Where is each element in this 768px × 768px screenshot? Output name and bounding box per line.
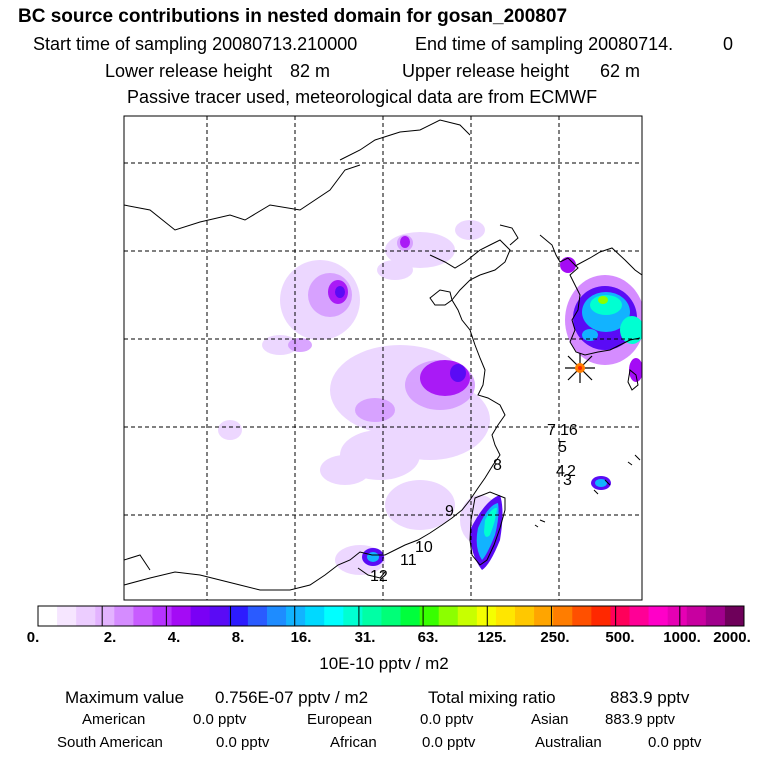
traj-label-16: 16 <box>560 422 578 439</box>
colorbar-swatch <box>400 606 421 626</box>
cb-tick-31: 31. <box>354 629 376 646</box>
traj-label-4: 4 <box>556 463 565 480</box>
colorbar-swatch <box>381 606 402 626</box>
colorbar-swatch <box>362 606 382 626</box>
european-value: 0.0 pptv <box>420 711 474 728</box>
start-time-label: Start time of sampling 20080713.210000 <box>33 34 358 54</box>
cb-tick-63: 63. <box>417 629 439 646</box>
european-label: European <box>307 711 373 728</box>
upper-release-label: Upper release height <box>402 61 570 81</box>
colorbar-units: 10E-10 pptv / m2 <box>319 654 449 673</box>
total-mixing-label: Total mixing ratio <box>428 688 556 707</box>
cb-tick-2: 2. <box>103 629 117 646</box>
colorbar-swatch <box>343 606 363 626</box>
colorbar-swatch <box>419 606 440 626</box>
traj-label-10: 10 <box>415 539 433 556</box>
colorbar-swatch <box>591 606 611 626</box>
cb-tick-500: 500. <box>605 629 635 646</box>
colorbar-swatch <box>629 606 650 626</box>
colorbar-swatch <box>534 606 554 626</box>
colorbar-swatch <box>286 606 306 626</box>
graticule <box>124 116 642 600</box>
cb-tick-2000: 2000. <box>713 629 751 646</box>
lower-release-value: 82 m <box>290 61 331 81</box>
colorbar-swatch <box>95 606 115 626</box>
colorbar-swatch <box>476 606 497 626</box>
south-american-value: 0.0 pptv <box>216 734 270 751</box>
coastlines <box>124 119 642 591</box>
asian-label: Asian <box>531 711 569 728</box>
colorbar-swatch <box>324 606 344 626</box>
australian-value: 0.0 pptv <box>648 734 702 751</box>
max-value: 0.756E-07 pptv / m2 <box>215 688 369 707</box>
end-time-label: End time of sampling 20080714. <box>415 34 674 54</box>
cb-tick-1000: 1000. <box>663 629 701 646</box>
colorbar-swatch <box>38 606 58 626</box>
colorbar-swatch <box>686 606 707 626</box>
american-value: 0.0 pptv <box>193 711 247 728</box>
traj-label-11: 11 <box>400 552 417 569</box>
colorbar-swatch <box>76 606 96 626</box>
colorbar <box>37 605 745 627</box>
african-value: 0.0 pptv <box>422 734 476 751</box>
colorbar-swatch <box>515 606 535 626</box>
colorbar-swatch <box>171 606 192 626</box>
contribution-plumes <box>218 220 642 575</box>
colorbar-swatch <box>190 606 211 626</box>
colorbar-border <box>37 605 745 627</box>
colorbar-swatch <box>705 606 726 626</box>
cb-tick-4: 4. <box>167 629 181 646</box>
south-american-label: South American <box>57 734 163 751</box>
colorbar-swatch <box>305 606 325 626</box>
total-mixing-value: 883.9 pptv <box>610 688 690 707</box>
map-title: BC source contributions in nested domain… <box>18 6 568 27</box>
colorbar-swatch <box>572 606 592 626</box>
cb-tick-0: 0. <box>26 629 40 646</box>
traj-label-5: 5 <box>558 439 567 456</box>
traj-label-7: 7 <box>547 422 556 439</box>
colorbar-swatch <box>553 606 573 626</box>
star-icon <box>565 353 595 383</box>
colorbar-swatch <box>667 606 688 626</box>
lower-release-label: Lower release height <box>105 61 273 81</box>
colorbar-swatch <box>457 606 478 626</box>
upper-release-value: 62 m <box>600 61 641 81</box>
tracer-note: Passive tracer used, meteorological data… <box>127 87 598 107</box>
asian-value: 883.9 pptv <box>605 711 676 728</box>
australian-label: Australian <box>535 734 602 751</box>
map-frame <box>123 115 643 601</box>
colorbar-swatch <box>228 606 249 626</box>
traj-label-2: 2 <box>567 463 576 480</box>
african-label: African <box>330 734 377 751</box>
colorbar-swatch <box>266 606 287 626</box>
cb-tick-16: 16. <box>290 629 312 646</box>
max-value-label: Maximum value <box>65 688 185 707</box>
colorbar-swatch <box>610 606 631 626</box>
traj-label-12: 12 <box>370 568 388 585</box>
colorbar-swatch <box>495 606 516 626</box>
colorbar-swatch <box>724 606 745 626</box>
traj-label-3: 3 <box>563 472 572 489</box>
colorbar-swatch <box>57 606 77 626</box>
colorbar-swatch <box>648 606 669 626</box>
colorbar-swatch <box>247 606 268 626</box>
end-time-suffix: 0 <box>723 34 734 54</box>
colorbar-swatch <box>152 606 173 626</box>
colorbar-swatch <box>114 606 134 626</box>
cb-tick-250: 250. <box>540 629 570 646</box>
colorbar-swatch <box>133 606 153 626</box>
cb-tick-8: 8. <box>231 629 245 646</box>
colorbar-swatch <box>438 606 459 626</box>
traj-label-8: 8 <box>493 457 502 474</box>
cb-tick-125: 125. <box>477 629 507 646</box>
american-label: American <box>82 711 146 728</box>
traj-label-9: 9 <box>445 503 454 520</box>
colorbar-swatch <box>209 606 230 626</box>
